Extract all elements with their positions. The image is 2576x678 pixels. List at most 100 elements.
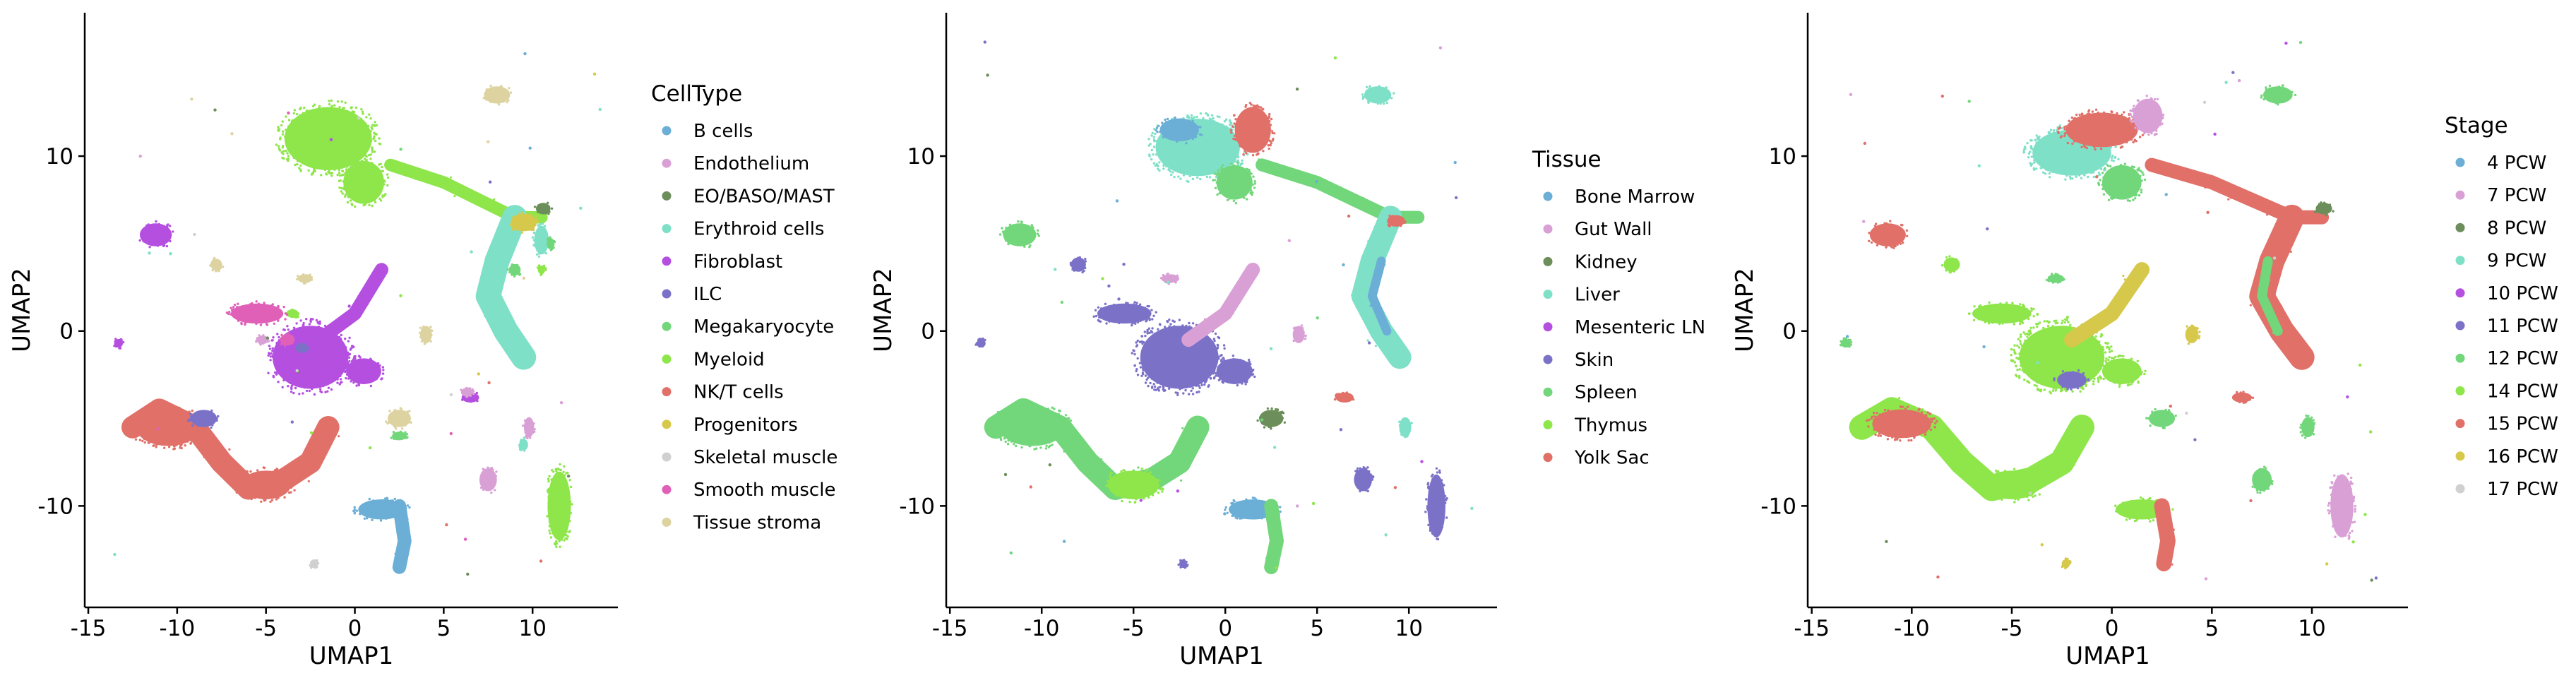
point bbox=[1036, 232, 1039, 235]
point bbox=[261, 486, 263, 489]
point bbox=[344, 172, 347, 175]
point bbox=[1229, 359, 1233, 362]
point bbox=[1329, 191, 1332, 194]
point bbox=[355, 299, 358, 302]
point bbox=[1120, 470, 1123, 473]
point bbox=[378, 189, 381, 192]
point bbox=[533, 430, 536, 433]
point bbox=[1227, 192, 1231, 196]
point bbox=[1131, 307, 1133, 311]
point bbox=[1182, 367, 1186, 370]
point bbox=[1047, 417, 1051, 420]
point bbox=[1220, 140, 1223, 143]
point bbox=[542, 207, 544, 210]
point bbox=[1220, 129, 1223, 132]
point bbox=[1115, 494, 1118, 497]
point bbox=[320, 374, 323, 377]
point bbox=[1248, 139, 1251, 142]
point bbox=[1396, 224, 1399, 227]
point bbox=[499, 210, 503, 213]
point bbox=[278, 494, 282, 497]
point bbox=[1186, 376, 1189, 379]
cluster-endothelium bbox=[460, 386, 475, 398]
point bbox=[1218, 115, 1221, 119]
point bbox=[485, 477, 488, 480]
point bbox=[377, 503, 381, 506]
point bbox=[290, 126, 292, 129]
point bbox=[202, 420, 205, 424]
point bbox=[148, 246, 151, 249]
point bbox=[277, 304, 280, 308]
point bbox=[138, 154, 142, 158]
point bbox=[239, 485, 242, 488]
point bbox=[1150, 368, 1152, 371]
point bbox=[1249, 187, 1252, 191]
point bbox=[282, 150, 285, 153]
cluster-spleen bbox=[998, 220, 1041, 249]
point bbox=[1364, 287, 1367, 290]
point bbox=[399, 148, 402, 151]
point bbox=[520, 227, 523, 230]
point bbox=[311, 351, 315, 355]
point bbox=[1239, 185, 1241, 188]
point bbox=[557, 487, 561, 491]
point bbox=[272, 489, 275, 492]
point bbox=[1010, 232, 1013, 235]
point bbox=[156, 422, 160, 426]
legend-label: Smooth muscle bbox=[693, 480, 835, 501]
point bbox=[1227, 174, 1229, 177]
y-tick-label: 10 bbox=[46, 144, 73, 170]
point bbox=[1230, 175, 1234, 179]
y-axis-label: UMAP2 bbox=[8, 268, 36, 352]
point bbox=[162, 244, 165, 246]
point bbox=[1147, 138, 1150, 141]
point bbox=[379, 186, 383, 190]
point bbox=[349, 370, 352, 373]
point bbox=[1154, 132, 1157, 136]
point bbox=[245, 473, 248, 476]
cluster-myeloid bbox=[275, 99, 382, 177]
point bbox=[141, 422, 144, 425]
point bbox=[515, 239, 518, 242]
point bbox=[349, 184, 352, 186]
point bbox=[239, 470, 242, 473]
point bbox=[503, 309, 506, 312]
point bbox=[1161, 121, 1164, 124]
point bbox=[532, 228, 535, 232]
point bbox=[1125, 473, 1128, 476]
point bbox=[154, 441, 157, 444]
point bbox=[428, 329, 431, 332]
point bbox=[547, 201, 549, 204]
point bbox=[338, 338, 341, 341]
point bbox=[386, 498, 389, 501]
point bbox=[333, 115, 335, 118]
point bbox=[1245, 182, 1248, 184]
point bbox=[467, 393, 470, 397]
point bbox=[283, 376, 286, 379]
point bbox=[281, 156, 284, 160]
point bbox=[565, 485, 568, 489]
point bbox=[544, 208, 547, 210]
point bbox=[1138, 480, 1141, 482]
point bbox=[402, 515, 405, 518]
point bbox=[496, 253, 499, 256]
point bbox=[338, 335, 341, 338]
point bbox=[255, 477, 258, 480]
point bbox=[321, 348, 324, 351]
point bbox=[454, 189, 457, 192]
point bbox=[213, 267, 215, 270]
point bbox=[527, 420, 530, 423]
point bbox=[399, 555, 402, 558]
point bbox=[1237, 192, 1240, 196]
point bbox=[1222, 164, 1224, 167]
point bbox=[1236, 155, 1240, 159]
point bbox=[461, 398, 464, 401]
point bbox=[255, 300, 258, 303]
point bbox=[328, 160, 332, 163]
point bbox=[1241, 159, 1244, 162]
point bbox=[290, 480, 293, 483]
legend-swatch bbox=[662, 256, 672, 266]
point bbox=[541, 222, 544, 225]
point bbox=[1150, 377, 1154, 380]
point bbox=[318, 129, 321, 132]
